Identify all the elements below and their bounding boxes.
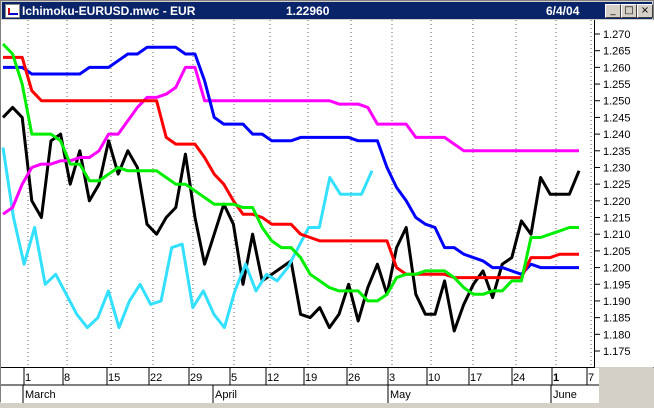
y-tick-label: 1.185 xyxy=(603,313,631,325)
series-line xyxy=(1,147,374,330)
y-tick-label: 1.215 xyxy=(603,213,631,225)
y-tick-label: 1.210 xyxy=(603,229,631,241)
y-tick-label: 1.270 xyxy=(603,29,631,41)
x-day-label: 29 xyxy=(190,372,202,384)
x-month-label: April xyxy=(215,389,237,401)
axis-corner xyxy=(599,368,654,403)
y-tick-label: 1.225 xyxy=(603,179,631,191)
x-day-label: 17 xyxy=(470,372,482,384)
x-month-label: May xyxy=(390,389,411,401)
chart-app-icon xyxy=(5,4,20,18)
y-tick-label: 1.175 xyxy=(603,346,631,358)
x-day-label: 12 xyxy=(267,372,279,384)
y-tick-label: 1.205 xyxy=(603,246,631,258)
plot-area[interactable] xyxy=(1,20,595,368)
x-day-label: 8 xyxy=(64,372,70,384)
y-tick-label: 1.200 xyxy=(603,263,631,275)
x-day-label: 5 xyxy=(231,372,237,384)
y-tick-label: 1.235 xyxy=(603,146,631,158)
y-tick-label: 1.180 xyxy=(603,329,631,341)
series-line xyxy=(3,55,579,280)
price-axis-svg: 1.270 1.265 1.260 1.255 1.250 1.245 1.240 1.235… xyxy=(595,29,631,358)
x-day-label: 7 xyxy=(588,372,594,384)
x-day-label: 15 xyxy=(108,372,120,384)
maximize-button[interactable]: □ xyxy=(621,4,637,18)
y-tick-label: 1.240 xyxy=(603,129,631,141)
y-tick-label: 1.255 xyxy=(603,79,631,91)
x-day-label: 22 xyxy=(150,372,162,384)
x-day-label: 10 xyxy=(428,372,440,384)
x-day-label: 1 xyxy=(25,372,31,384)
plot-svg xyxy=(1,20,592,367)
y-tick-label: 1.250 xyxy=(603,96,631,108)
x-day-label: 3 xyxy=(389,372,395,384)
last-price: 1.22960 xyxy=(286,4,330,18)
y-tick-label: 1.260 xyxy=(603,62,631,74)
y-tick-label: 1.190 xyxy=(603,296,631,308)
y-tick-label: 1.220 xyxy=(603,196,631,208)
minimize-button[interactable]: _ xyxy=(605,4,621,18)
y-tick-label: 1.230 xyxy=(603,162,631,174)
current-date: 6/4/04 xyxy=(546,4,580,18)
x-day-label: 24 xyxy=(513,372,525,384)
title-bar[interactable]: Ichimoku-EURUSD.mwc - EUR 1.22960 6/4/04… xyxy=(2,2,653,19)
x-month-label: March xyxy=(25,389,56,401)
close-button[interactable]: × xyxy=(637,4,653,18)
series-line xyxy=(2,65,579,216)
x-month-label: June xyxy=(553,389,577,401)
x-day-label: 19 xyxy=(305,372,317,384)
y-tick-label: 1.265 xyxy=(603,46,631,58)
series-line xyxy=(1,42,579,303)
x-day-label: 1 xyxy=(553,372,559,384)
y-tick-label: 1.245 xyxy=(603,112,631,124)
x-day-label: 26 xyxy=(348,372,360,384)
window-title: Ichimoku-EURUSD.mwc - EUR xyxy=(22,4,196,18)
y-tick-label: 1.195 xyxy=(603,279,631,291)
series-line xyxy=(3,45,579,276)
date-axis: 1 8 15 22 29 5 12 19 26 3 10 17 24 1 7 March April May Jun… xyxy=(1,368,599,403)
price-axis: 1.270 1.265 1.260 1.255 1.250 1.245 1.240 1.235… xyxy=(595,20,654,367)
